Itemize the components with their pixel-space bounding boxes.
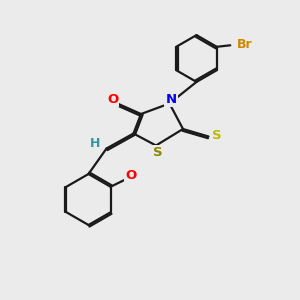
Text: S: S xyxy=(153,146,162,159)
Text: Br: Br xyxy=(237,38,253,51)
Text: H: H xyxy=(90,136,100,150)
Text: S: S xyxy=(212,129,222,142)
Text: N: N xyxy=(165,93,177,106)
Text: O: O xyxy=(125,169,136,182)
Text: O: O xyxy=(107,93,118,106)
